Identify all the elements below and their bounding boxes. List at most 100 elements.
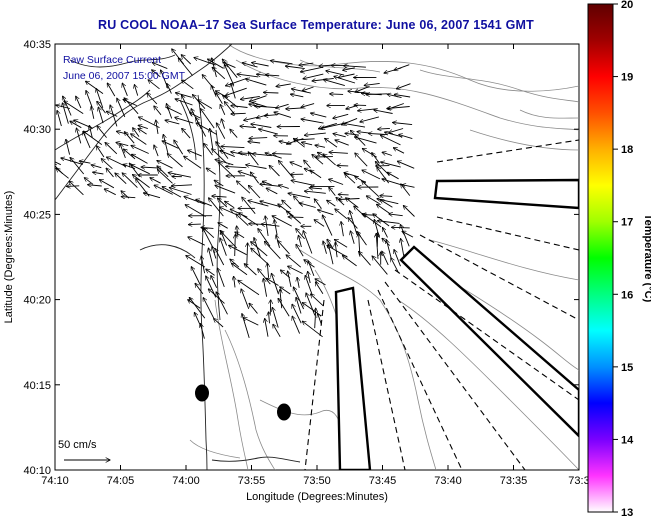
map-layer bbox=[55, 44, 579, 470]
current-vector bbox=[69, 181, 84, 196]
current-vector bbox=[278, 204, 294, 217]
current-vector bbox=[399, 135, 413, 140]
current-vector bbox=[290, 162, 303, 168]
current-vector bbox=[374, 110, 393, 114]
current-vector bbox=[350, 211, 358, 235]
current-vector bbox=[251, 242, 268, 257]
current-vector bbox=[315, 145, 326, 147]
current-vector bbox=[272, 307, 279, 328]
current-vector bbox=[364, 83, 380, 85]
current-vector bbox=[209, 198, 224, 217]
current-vector bbox=[328, 244, 334, 265]
current-vector bbox=[278, 298, 290, 317]
current-vector bbox=[344, 123, 366, 128]
current-vector bbox=[301, 103, 315, 108]
current-vector bbox=[382, 251, 389, 266]
current-vector bbox=[98, 107, 104, 124]
current-vector bbox=[280, 270, 291, 279]
scale-label: 50 cm/s bbox=[58, 439, 97, 451]
current-vector bbox=[325, 138, 338, 148]
current-vector bbox=[330, 94, 344, 95]
current-vector bbox=[201, 256, 206, 274]
current-vector bbox=[242, 197, 256, 214]
current-vector bbox=[286, 211, 302, 224]
current-vector bbox=[266, 278, 279, 286]
current-vector bbox=[131, 134, 147, 145]
current-vector bbox=[133, 128, 140, 137]
current-vector bbox=[401, 239, 405, 257]
current-vector bbox=[214, 180, 224, 187]
current-vector bbox=[396, 83, 411, 89]
current-vector bbox=[362, 170, 381, 180]
current-vector bbox=[212, 67, 226, 80]
current-vector bbox=[165, 120, 180, 125]
current-vector bbox=[220, 151, 235, 158]
current-vector bbox=[271, 273, 279, 295]
current-vector bbox=[382, 179, 403, 186]
current-vector bbox=[288, 266, 303, 275]
current-vector bbox=[296, 244, 304, 257]
current-vector bbox=[200, 324, 205, 339]
current-vector bbox=[288, 271, 292, 287]
current-vector bbox=[232, 263, 248, 276]
current-vector bbox=[91, 165, 102, 169]
current-vector bbox=[96, 89, 104, 109]
current-vector bbox=[163, 134, 169, 154]
current-vector bbox=[323, 154, 336, 166]
current-vector bbox=[122, 83, 128, 96]
current-vector bbox=[381, 162, 401, 168]
current-vector bbox=[101, 159, 113, 170]
current-vector bbox=[216, 292, 228, 315]
current-vector bbox=[139, 117, 160, 129]
current-vector bbox=[354, 137, 377, 144]
current-vector bbox=[265, 216, 269, 236]
current-vector bbox=[344, 66, 366, 68]
colorbar-tick-label: 19 bbox=[621, 72, 633, 84]
y-tick-label: 40:20 bbox=[23, 295, 51, 307]
current-vector bbox=[291, 94, 304, 98]
current-vector bbox=[302, 86, 314, 91]
current-vector bbox=[97, 126, 107, 138]
current-vector bbox=[342, 256, 357, 267]
current-vector bbox=[244, 264, 257, 276]
colorbar-tick-label: 20 bbox=[621, 0, 633, 11]
current-vector bbox=[194, 58, 216, 66]
current-vector bbox=[64, 101, 84, 114]
current-vector bbox=[97, 146, 105, 158]
current-vector bbox=[302, 321, 323, 338]
current-vector bbox=[154, 145, 159, 157]
current-vector bbox=[152, 70, 161, 78]
current-vector bbox=[345, 174, 356, 184]
current-vector bbox=[260, 184, 280, 187]
current-vector bbox=[220, 104, 226, 115]
current-vector bbox=[265, 319, 269, 337]
current-vector bbox=[303, 73, 324, 79]
current-vector bbox=[348, 218, 358, 229]
current-vector bbox=[212, 246, 217, 259]
current-vector bbox=[261, 224, 280, 226]
current-vector bbox=[242, 63, 258, 68]
current-vector bbox=[296, 229, 305, 240]
current-vector bbox=[86, 81, 104, 94]
current-vector bbox=[134, 85, 139, 96]
current-vector bbox=[221, 119, 226, 129]
current-vector bbox=[238, 280, 260, 296]
current-vector bbox=[143, 193, 161, 199]
current-vector bbox=[265, 75, 280, 76]
current-vector bbox=[188, 237, 205, 246]
colorbar-tick-label: 14 bbox=[621, 434, 634, 446]
current-vector bbox=[357, 132, 370, 134]
current-vector bbox=[217, 198, 228, 208]
current-vector bbox=[394, 250, 401, 267]
current-vector bbox=[182, 80, 194, 90]
current-vector bbox=[321, 122, 344, 128]
x-axis-title: Longitude (Degrees:Minutes) bbox=[246, 491, 388, 503]
colorbar-tick-label: 16 bbox=[621, 289, 633, 301]
current-vector bbox=[148, 80, 160, 90]
current-vector bbox=[276, 103, 289, 108]
current-vector bbox=[230, 129, 238, 138]
buoy-marker bbox=[195, 384, 209, 402]
current-vector bbox=[334, 76, 356, 84]
current-vector bbox=[157, 161, 173, 169]
current-vector bbox=[200, 109, 215, 129]
